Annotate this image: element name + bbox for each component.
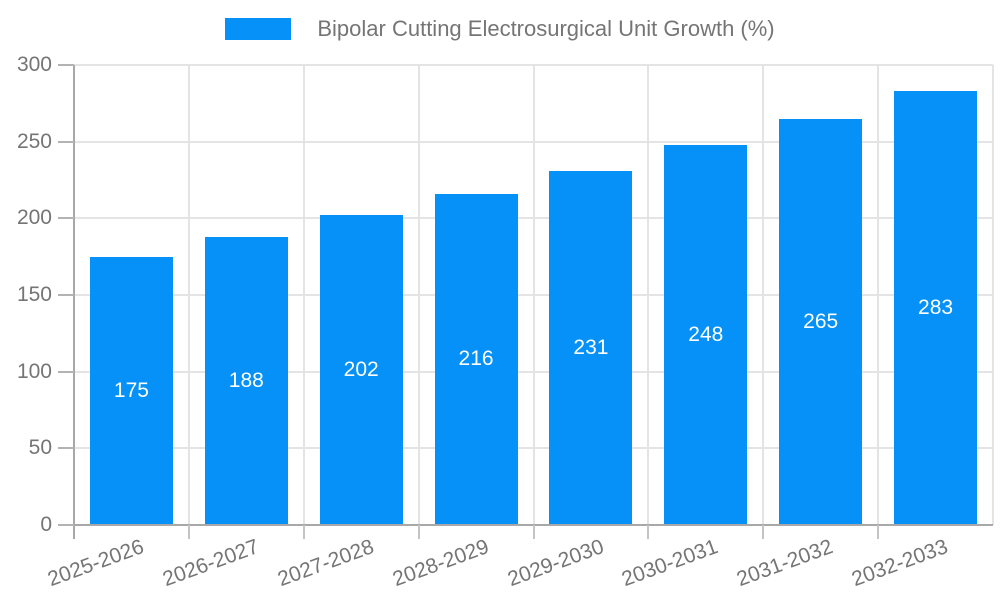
- bar-2025-2026[interactable]: [89, 256, 173, 525]
- gridline-vertical: [187, 65, 190, 525]
- y-axis-tick: [58, 524, 74, 526]
- y-axis-tick-label: 0: [40, 513, 52, 536]
- legend-swatch: [225, 18, 292, 40]
- x-axis-tick: [877, 525, 880, 539]
- y-axis-tick-label: 300: [16, 53, 52, 76]
- gridline-vertical: [417, 65, 420, 525]
- x-axis-category-label: 2032-2033: [848, 535, 952, 592]
- gridline-vertical: [647, 65, 650, 525]
- y-axis-tick-label: 250: [16, 129, 52, 153]
- bar-value-label: 283: [918, 296, 954, 320]
- bar-value-label: 202: [343, 358, 379, 382]
- y-axis-tick: [58, 294, 74, 296]
- bar-value-label: 216: [458, 347, 494, 371]
- x-axis-category-label: 2031-2032: [733, 535, 837, 592]
- x-axis-tick: [762, 525, 765, 539]
- x-axis-category-label: 2025-2026: [44, 535, 147, 592]
- gridline-vertical: [992, 65, 994, 525]
- y-axis-tick-label: 100: [16, 359, 52, 383]
- bar-2028-2029[interactable]: [434, 193, 518, 525]
- x-axis-tick: [417, 525, 420, 539]
- bar-2032-2033[interactable]: [894, 91, 978, 525]
- x-axis-tick: [532, 525, 535, 539]
- y-axis-tick-label: 150: [16, 283, 52, 306]
- bar-value-label: 175: [113, 378, 149, 402]
- x-axis-tick: [647, 525, 650, 539]
- gridline-vertical: [302, 65, 305, 525]
- bar-value-label: 188: [228, 368, 264, 392]
- y-axis-tick: [58, 370, 74, 373]
- bar-2031-2032[interactable]: [779, 118, 863, 525]
- gridline-vertical: [532, 65, 535, 525]
- chart-legend[interactable]: Bipolar Cutting Electrosurgical Unit Gro…: [0, 16, 1000, 42]
- bar-2029-2030[interactable]: [549, 170, 633, 525]
- x-axis-tick: [187, 525, 190, 539]
- y-axis-tick-label: 50: [28, 436, 52, 460]
- gridline-vertical: [877, 65, 880, 525]
- x-axis-category-label: 2027-2028: [274, 535, 377, 592]
- y-axis-tick-label: 200: [16, 206, 52, 230]
- bar-value-label: 248: [688, 322, 724, 346]
- legend-label: Bipolar Cutting Electrosurgical Unit Gro…: [317, 16, 775, 41]
- x-axis-category-label: 2026-2027: [159, 535, 262, 592]
- bar-2030-2031[interactable]: [664, 144, 748, 525]
- x-axis-tick: [302, 525, 305, 539]
- bar-2027-2028[interactable]: [319, 215, 403, 525]
- bar-value-label: 265: [803, 309, 839, 333]
- y-axis-line: [73, 65, 75, 539]
- gridline-vertical: [762, 65, 765, 525]
- y-axis-tick: [58, 217, 74, 220]
- bar-2026-2027[interactable]: [204, 236, 288, 525]
- x-axis-category-label: 2028-2029: [389, 535, 492, 592]
- y-axis-tick: [58, 140, 74, 143]
- y-axis-tick: [58, 64, 74, 66]
- x-axis-category-label: 2030-2031: [619, 535, 722, 592]
- y-axis-tick: [58, 447, 74, 450]
- bar-value-label: 231: [573, 335, 609, 359]
- x-axis-category-label: 2029-2030: [504, 535, 607, 592]
